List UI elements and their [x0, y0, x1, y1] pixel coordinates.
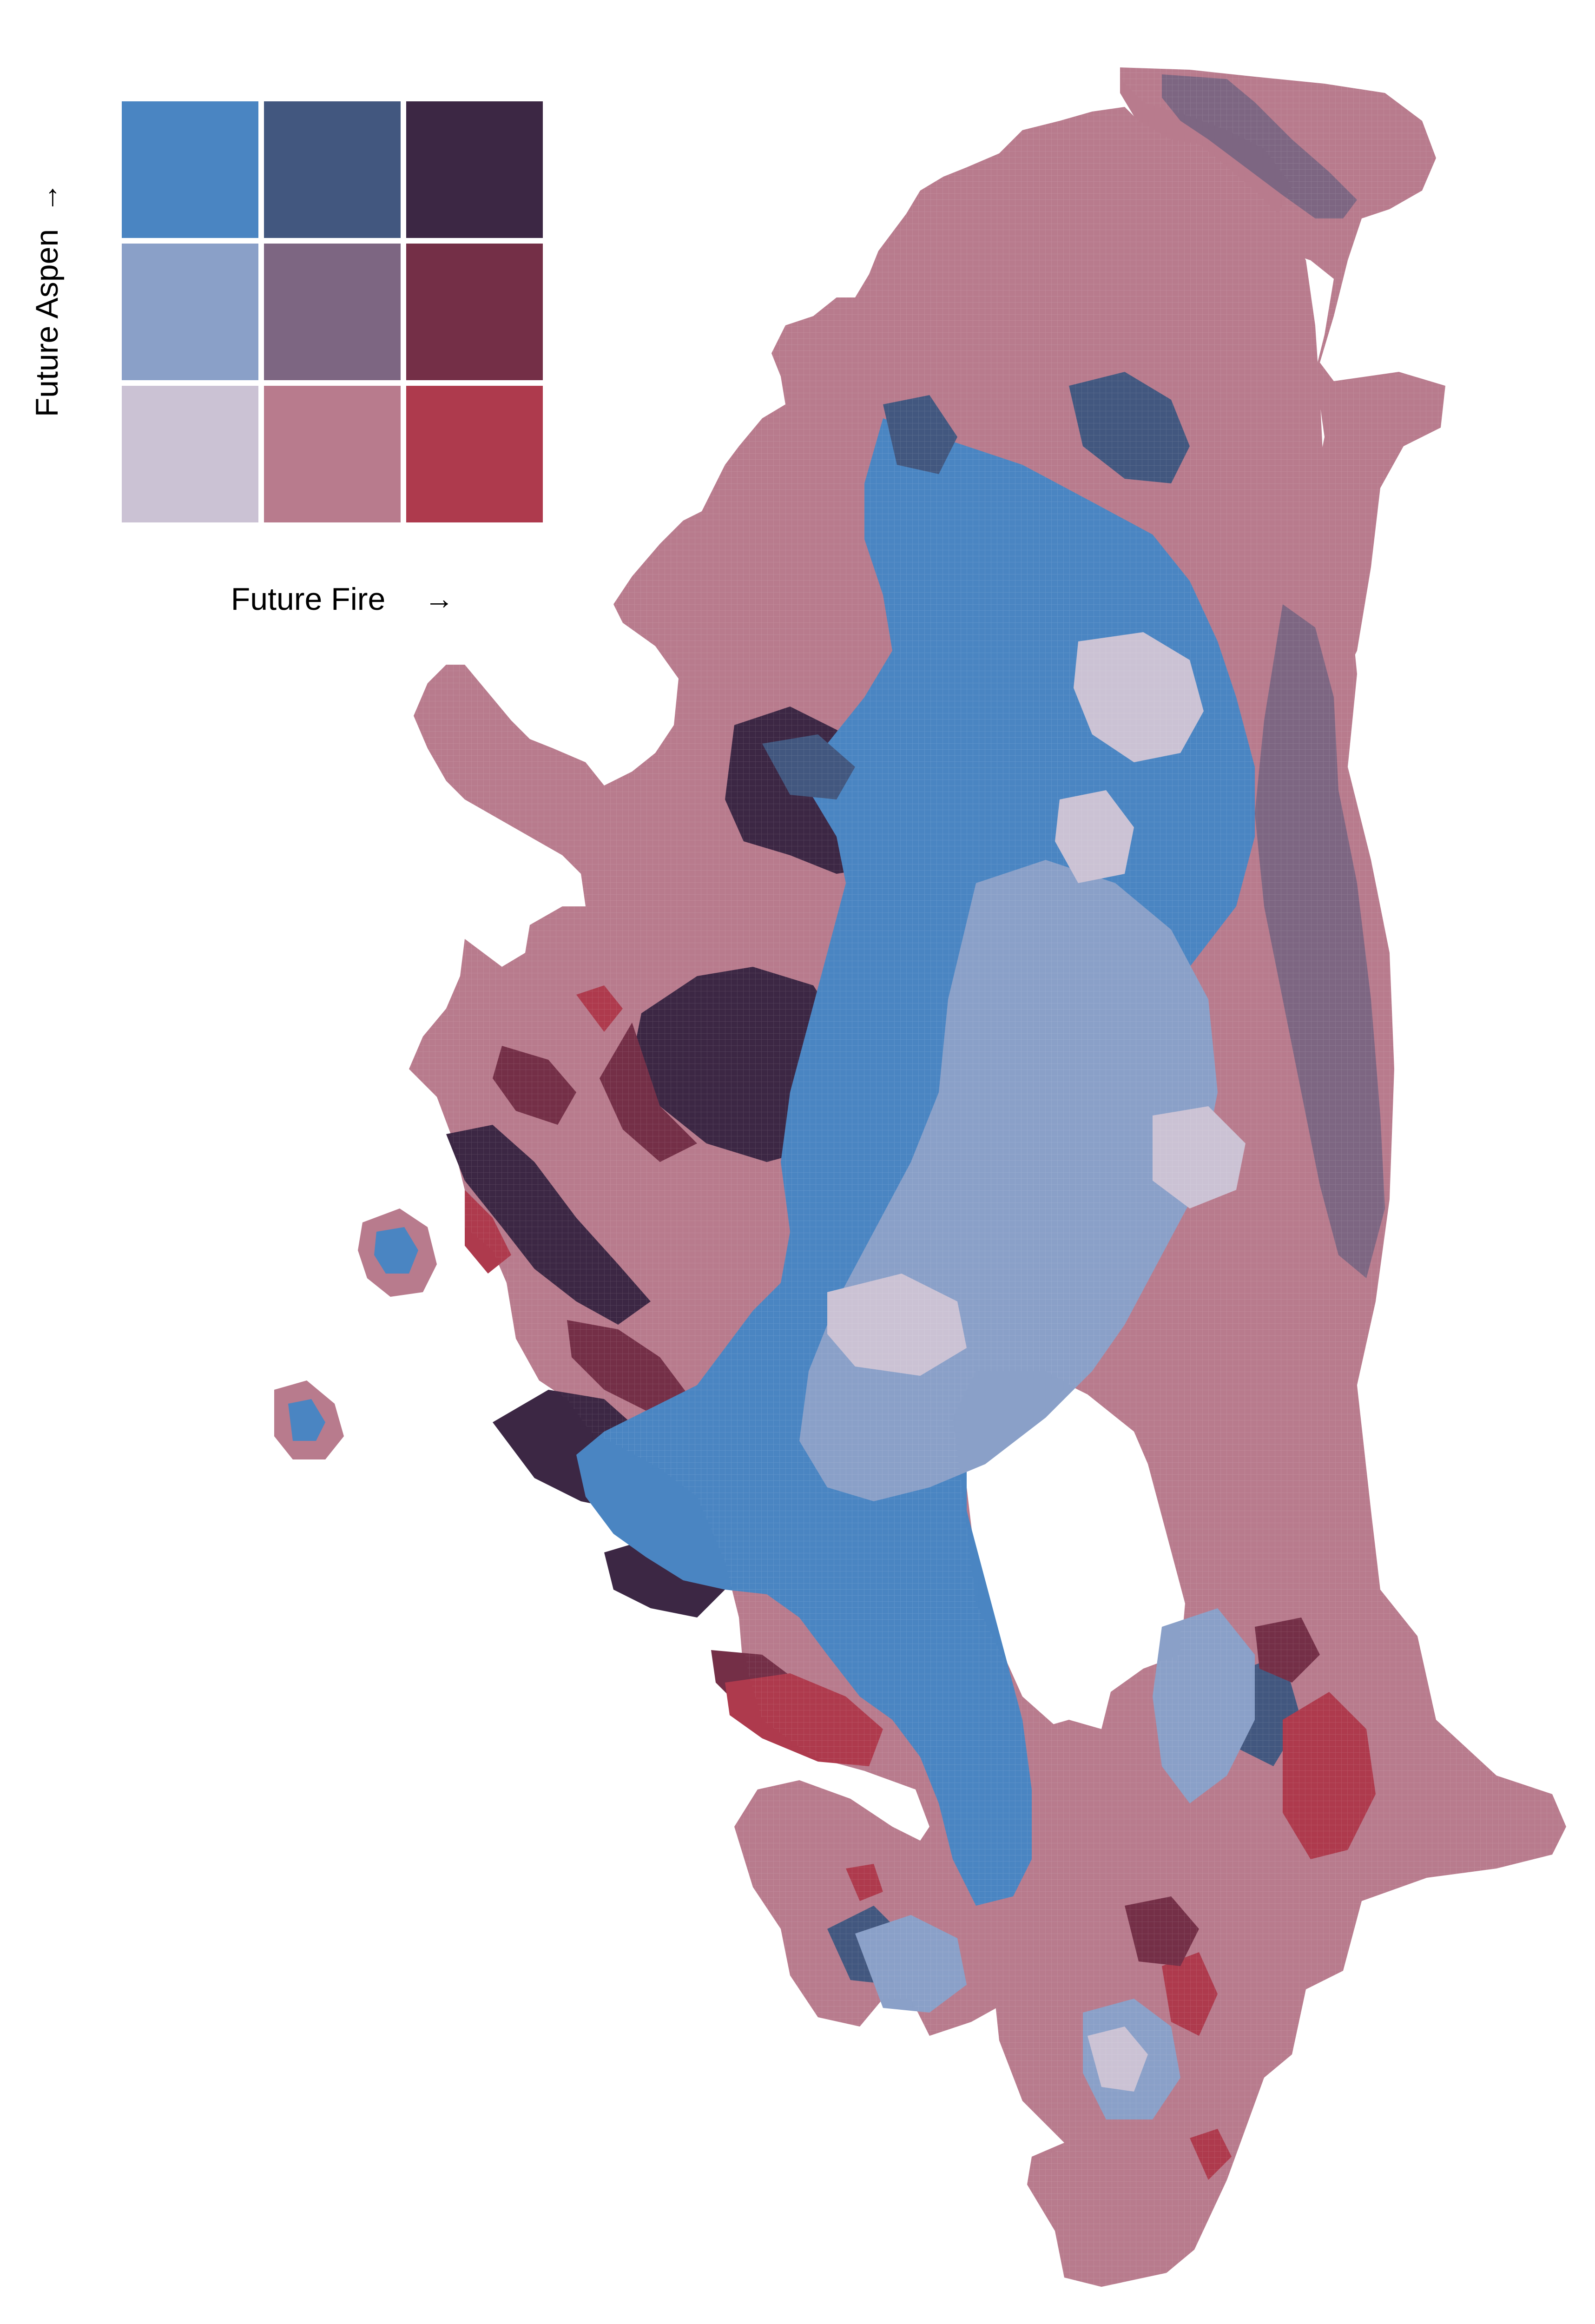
legend-cell-r2-c0	[122, 386, 258, 522]
map-island-upper-core	[374, 1227, 418, 1274]
legend-y-arrow: →	[31, 183, 64, 212]
legend-cell-r2-c1	[264, 386, 401, 522]
legend-color-grid	[122, 101, 543, 522]
legend-x-label-text: Future Fire	[231, 581, 386, 617]
map-island-lower-core	[288, 1399, 325, 1441]
legend-cell-r1-c2	[406, 244, 543, 380]
legend-x-label: Future Fire	[231, 581, 386, 617]
legend-x-arrow: →	[424, 582, 454, 615]
legend-y-label-text: Future Aspen	[29, 229, 65, 417]
legend-cell-r1-c0	[122, 244, 258, 380]
legend-cell-r0-c0	[122, 101, 258, 238]
legend-y-arrow-glyph: →	[31, 183, 64, 212]
legend-cell-r0-c1	[264, 101, 401, 238]
legend-cell-r2-c2	[406, 386, 543, 522]
legend-cell-r0-c2	[406, 101, 543, 238]
bivariate-legend: Future Aspen → Future Fire →	[29, 101, 543, 617]
legend-y-label: Future Aspen	[29, 229, 65, 417]
legend-x-arrow-glyph: →	[424, 582, 454, 615]
legend-cell-r1-c1	[264, 244, 401, 380]
